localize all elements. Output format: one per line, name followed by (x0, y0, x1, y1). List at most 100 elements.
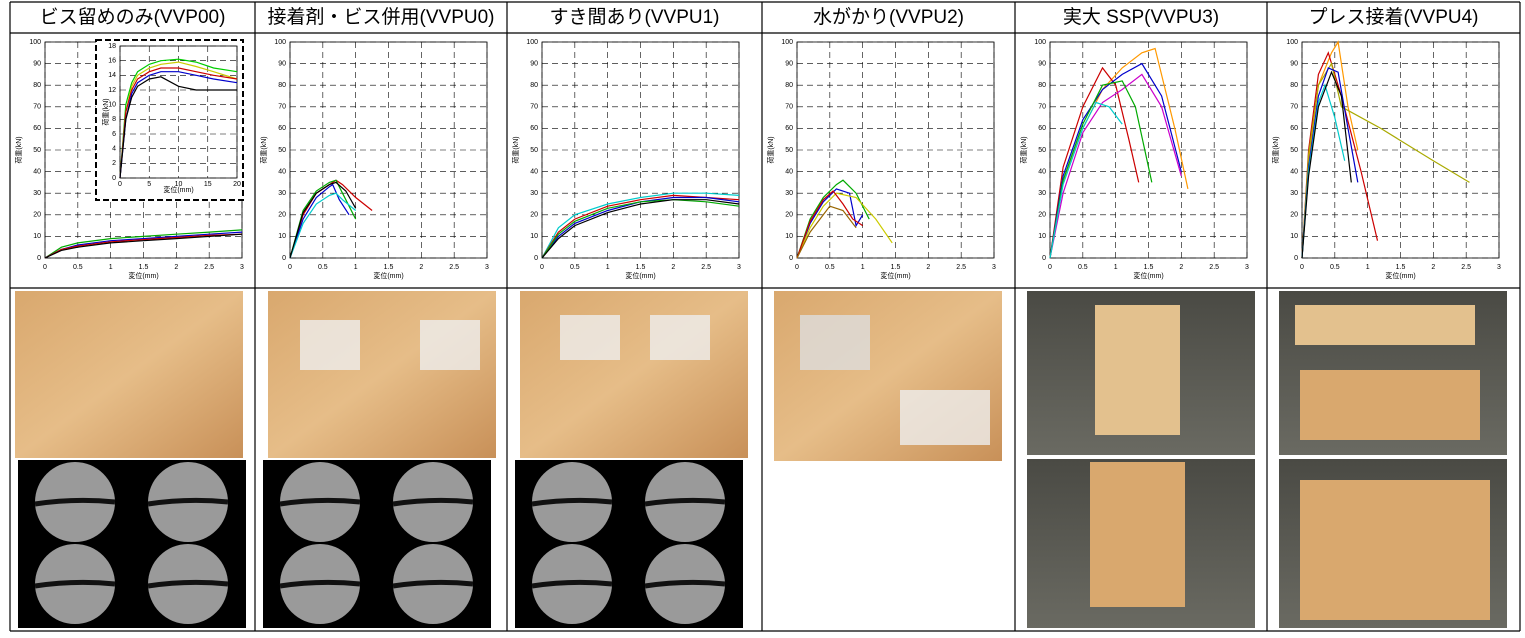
x-tick-label: 2 (419, 264, 423, 271)
x-tick-label: 1.5 (384, 264, 394, 271)
y-tick-label: 30 (1290, 190, 1298, 197)
x-tick-label: 0.5 (570, 264, 580, 271)
y-tick-label: 70 (278, 104, 286, 111)
y-tick-label: 70 (530, 104, 538, 111)
inset-chart: 02468101214161805101520変位(mm)荷重(kN) (96, 40, 243, 200)
x-axis-label: 変位(mm) (625, 271, 655, 280)
y-tick-label: 60 (278, 125, 286, 132)
photo-detail (1095, 305, 1180, 435)
x-tick-label: 0.5 (825, 264, 835, 271)
data-line (542, 200, 739, 258)
y-tick-label: 90 (785, 60, 793, 67)
y-tick-label: 30 (785, 190, 793, 197)
y-tick-label: 16 (108, 58, 116, 65)
y-tick-label: 80 (1038, 82, 1046, 89)
y-tick-label: 60 (33, 125, 41, 132)
x-tick-label: 20 (233, 181, 241, 188)
y-tick-label: 50 (1038, 147, 1046, 154)
y-tick-label: 100 (274, 39, 286, 46)
x-tick-label: 1.5 (1144, 264, 1154, 271)
x-axis-label: 変位(mm) (373, 271, 403, 280)
x-tick-label: 1.5 (1396, 264, 1406, 271)
y-axis-label: 荷重(kN) (1271, 136, 1280, 163)
y-tick-label: 0 (37, 255, 41, 262)
x-axis-label: 変位(mm) (1385, 271, 1415, 280)
x-tick-label: 2 (671, 264, 675, 271)
y-axis-label: 荷重(kN) (1019, 136, 1028, 163)
y-tick-label: 2 (112, 160, 116, 167)
photo-detail (420, 320, 480, 370)
data-line (797, 193, 892, 258)
y-tick-label: 40 (278, 168, 286, 175)
data-line (290, 185, 349, 258)
xray-photo (18, 460, 246, 628)
y-tick-label: 20 (1290, 212, 1298, 219)
x-tick-label: 2.5 (1209, 264, 1219, 271)
x-tick-label: 0 (540, 264, 544, 271)
page: ビス留めのみ(VVP00)接着剤・ビス併用(VVPU0)すき間あり(VVPU1)… (0, 0, 1525, 633)
y-tick-label: 70 (1038, 104, 1046, 111)
y-tick-label: 90 (1290, 60, 1298, 67)
photo-detail (300, 320, 360, 370)
y-tick-label: 80 (278, 82, 286, 89)
y-tick-label: 10 (278, 233, 286, 240)
y-tick-label: 20 (33, 212, 41, 219)
y-tick-label: 14 (108, 72, 116, 79)
y-axis-label: 荷重(kN) (259, 136, 268, 163)
y-tick-label: 90 (1038, 60, 1046, 67)
y-tick-label: 50 (33, 147, 41, 154)
y-tick-label: 6 (112, 131, 116, 138)
x-tick-label: 0.5 (1330, 264, 1340, 271)
y-tick-label: 40 (785, 168, 793, 175)
x-tick-label: 1 (1114, 264, 1118, 271)
x-tick-label: 1 (354, 264, 358, 271)
y-tick-label: 4 (112, 146, 116, 153)
column-header: 水がかり(VVPU2) (813, 6, 964, 28)
y-axis-label: 荷重(kN) (511, 136, 520, 163)
y-tick-label: 60 (530, 125, 538, 132)
y-tick-label: 50 (1290, 147, 1298, 154)
x-tick-label: 0 (1048, 264, 1052, 271)
data-line (1050, 68, 1139, 258)
y-tick-label: 100 (1286, 39, 1298, 46)
x-tick-label: 3 (737, 264, 741, 271)
xray-photo (515, 460, 743, 628)
x-tick-label: 2 (926, 264, 930, 271)
y-tick-label: 40 (33, 168, 41, 175)
y-tick-label: 80 (530, 82, 538, 89)
x-tick-label: 1 (606, 264, 610, 271)
y-tick-label: 80 (1290, 82, 1298, 89)
x-tick-label: 1.5 (636, 264, 646, 271)
y-tick-label: 70 (33, 104, 41, 111)
column-header: 実大 SSP(VVPU3) (1063, 6, 1219, 28)
xray-photo (263, 460, 491, 628)
y-tick-label: 70 (785, 104, 793, 111)
y-tick-label: 10 (1290, 233, 1298, 240)
y-axis-label: 荷重(kN) (101, 98, 110, 125)
photo-detail (560, 315, 620, 360)
y-tick-label: 100 (1034, 39, 1046, 46)
y-tick-label: 50 (530, 147, 538, 154)
y-tick-label: 0 (282, 255, 286, 262)
y-axis-label: 荷重(kN) (766, 136, 775, 163)
y-axis-label: 荷重(kN) (14, 136, 23, 163)
y-tick-label: 60 (785, 125, 793, 132)
y-tick-label: 10 (33, 233, 41, 240)
y-tick-label: 20 (278, 212, 286, 219)
y-tick-label: 90 (33, 60, 41, 67)
x-tick-label: 1 (1366, 264, 1370, 271)
y-tick-label: 30 (1038, 190, 1046, 197)
x-tick-label: 0 (1300, 264, 1304, 271)
x-tick-label: 2.5 (1461, 264, 1471, 271)
column-header: ビス留めのみ(VVP00) (40, 6, 226, 28)
x-tick-label: 0.5 (73, 264, 83, 271)
x-tick-label: 3 (240, 264, 244, 271)
y-tick-label: 90 (530, 60, 538, 67)
x-tick-label: 3 (1245, 264, 1249, 271)
x-tick-label: 0.5 (318, 264, 328, 271)
x-axis-label: 変位(mm) (163, 185, 193, 194)
chart: 010203040506070809010000.511.522.53変位(mm… (511, 39, 741, 280)
x-tick-label: 1 (109, 264, 113, 271)
